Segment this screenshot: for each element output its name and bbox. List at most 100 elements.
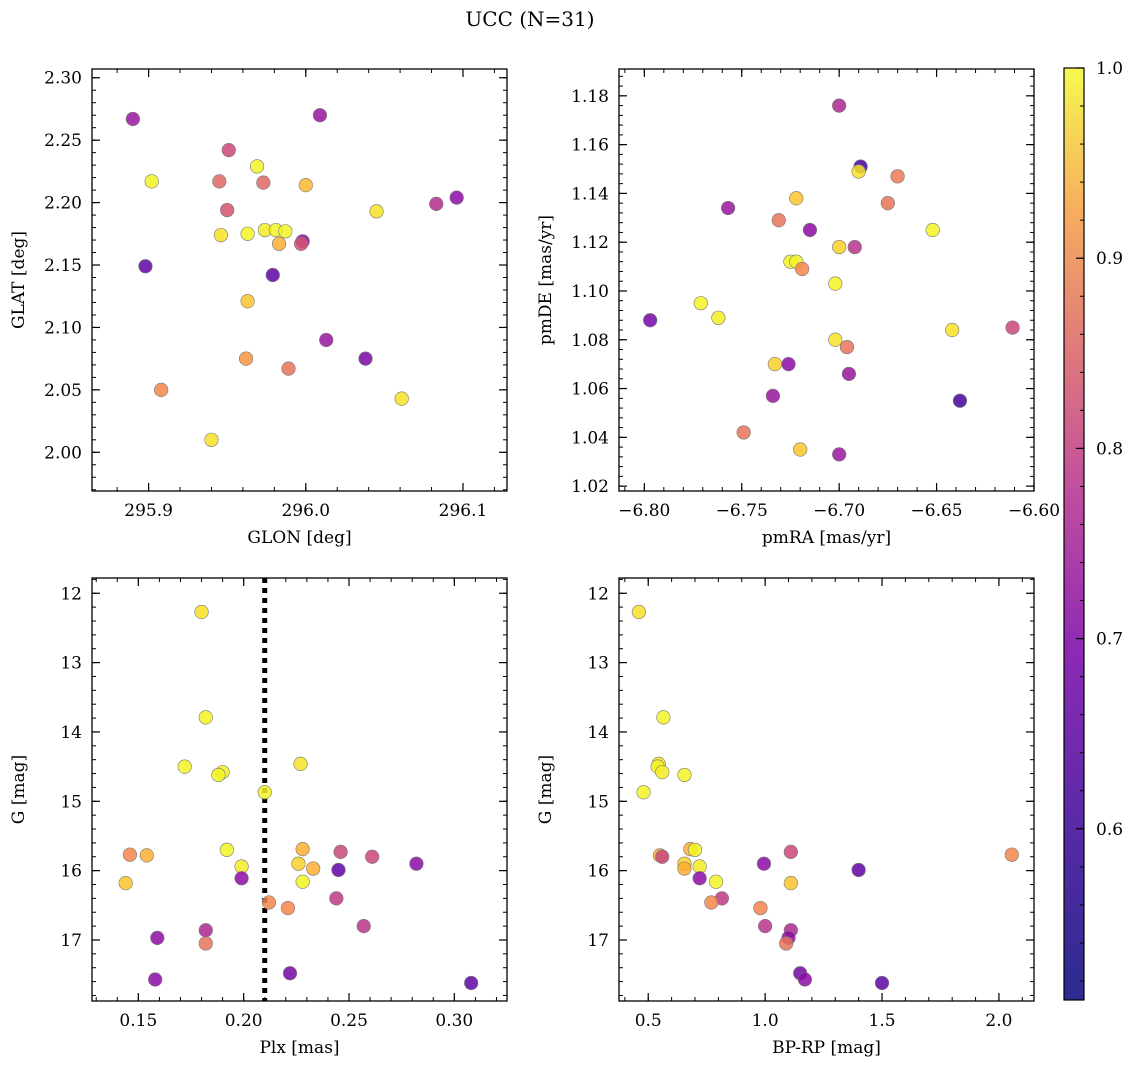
data-point bbox=[795, 261, 810, 277]
data-point bbox=[677, 767, 692, 783]
y-tick-label: 1.14 bbox=[571, 184, 609, 204]
data-point bbox=[692, 871, 707, 886]
y-tick-label: 1.06 bbox=[571, 380, 609, 400]
data-point bbox=[220, 202, 235, 218]
data-point bbox=[655, 849, 670, 864]
data-point bbox=[282, 966, 298, 981]
data-point bbox=[219, 842, 234, 857]
x-axis-label: BP-RP [mag] bbox=[772, 1038, 881, 1058]
data-point bbox=[369, 204, 384, 219]
data-point bbox=[832, 239, 847, 255]
axes-frame bbox=[91, 68, 508, 492]
data-point bbox=[249, 159, 265, 174]
axes-frame bbox=[618, 577, 1035, 1002]
data-point bbox=[449, 190, 464, 205]
colorbar-tick-label: 1.0 bbox=[1096, 59, 1123, 79]
y-tick-label: 1.04 bbox=[571, 428, 609, 448]
data-point bbox=[945, 322, 960, 338]
data-point bbox=[767, 357, 782, 372]
data-point bbox=[851, 862, 866, 878]
colorbar-tick-label: 0.8 bbox=[1096, 439, 1123, 459]
data-point bbox=[828, 332, 843, 347]
data-point bbox=[631, 604, 646, 620]
data-point bbox=[240, 294, 255, 309]
colorbar-tick-label: 0.6 bbox=[1096, 820, 1123, 840]
data-point bbox=[293, 756, 308, 771]
data-point bbox=[771, 213, 786, 228]
y-tick-label: 1.16 bbox=[571, 136, 609, 156]
data-point bbox=[802, 222, 818, 238]
y-tick-label: 1.18 bbox=[571, 87, 609, 107]
x-tick-label: 0.30 bbox=[435, 1011, 473, 1031]
data-point bbox=[150, 930, 165, 945]
y-tick-label: 2.25 bbox=[44, 131, 82, 151]
x-tick-label: 296.1 bbox=[439, 501, 488, 521]
data-point bbox=[221, 143, 236, 158]
data-point bbox=[139, 848, 154, 863]
data-point bbox=[753, 900, 768, 916]
data-point bbox=[261, 895, 277, 910]
data-point bbox=[154, 382, 169, 397]
y-tick-label: 14 bbox=[587, 723, 609, 743]
data-point bbox=[148, 972, 163, 987]
data-point bbox=[213, 227, 229, 243]
data-point bbox=[1005, 320, 1020, 335]
y-tick-label: 15 bbox=[60, 792, 82, 812]
x-axis-label: Plx [mas] bbox=[259, 1038, 339, 1058]
data-point bbox=[281, 361, 296, 376]
y-tick-label: 12 bbox=[60, 584, 82, 604]
x-tick-label: 1.5 bbox=[869, 1011, 896, 1031]
data-point bbox=[711, 310, 726, 325]
data-point bbox=[125, 111, 140, 127]
data-point bbox=[265, 267, 280, 283]
data-point bbox=[793, 442, 808, 457]
colorbar-tick-label: 0.7 bbox=[1096, 630, 1123, 650]
data-point bbox=[177, 759, 192, 774]
data-point bbox=[851, 164, 866, 179]
data-point bbox=[708, 874, 724, 889]
data-point bbox=[758, 919, 773, 934]
data-point bbox=[783, 844, 798, 860]
y-tick-label: 13 bbox=[587, 654, 609, 674]
data-point bbox=[331, 862, 346, 878]
data-point bbox=[198, 923, 213, 938]
y-tick-label: 14 bbox=[60, 723, 82, 743]
y-tick-label: 15 bbox=[587, 792, 609, 812]
data-point bbox=[880, 196, 895, 211]
x-tick-label: 295.9 bbox=[124, 501, 173, 521]
data-point bbox=[280, 900, 296, 916]
panel-plx-g: 0.15 0.20 0.25 0.30 12 13 14 15 16 17 Plx [mas] G [… bbox=[9, 577, 508, 1058]
y-tick-label: 17 bbox=[60, 931, 82, 951]
panel-pmra-pmde: −6.80 −6.75 −6.70 −6.65 −6.60 1.02 1.04 1.06 1.0… bbox=[536, 68, 1060, 548]
colorbar: 0.6 0.7 0.8 0.9 1.0 bbox=[1063, 59, 1123, 1001]
data-point bbox=[365, 849, 380, 864]
data-point bbox=[779, 936, 794, 951]
data-point bbox=[298, 178, 313, 193]
data-point bbox=[409, 856, 424, 871]
y-tick-label: 2.20 bbox=[44, 194, 82, 214]
x-tick-label: −6.70 bbox=[813, 501, 865, 521]
y-tick-label: 13 bbox=[60, 654, 82, 674]
data-point bbox=[271, 236, 287, 251]
data-point bbox=[319, 332, 334, 348]
data-point bbox=[256, 175, 271, 190]
data-point bbox=[278, 224, 293, 239]
data-point bbox=[781, 357, 796, 372]
data-point bbox=[198, 936, 213, 951]
y-tick-label: 2.10 bbox=[44, 318, 82, 338]
data-point bbox=[832, 447, 847, 462]
data-point bbox=[240, 226, 255, 241]
data-point bbox=[890, 169, 905, 184]
y-tick-label: 2.30 bbox=[44, 69, 82, 89]
data-point bbox=[783, 876, 798, 891]
y-tick-label: 1.08 bbox=[571, 331, 609, 351]
y-tick-label: 17 bbox=[587, 931, 609, 951]
data-point bbox=[329, 891, 344, 906]
y-tick-label: 1.02 bbox=[571, 477, 609, 497]
data-point bbox=[756, 856, 772, 871]
data-point bbox=[636, 785, 651, 800]
x-tick-label: 2.0 bbox=[985, 1011, 1012, 1031]
data-point bbox=[138, 259, 153, 274]
data-point bbox=[293, 236, 309, 251]
